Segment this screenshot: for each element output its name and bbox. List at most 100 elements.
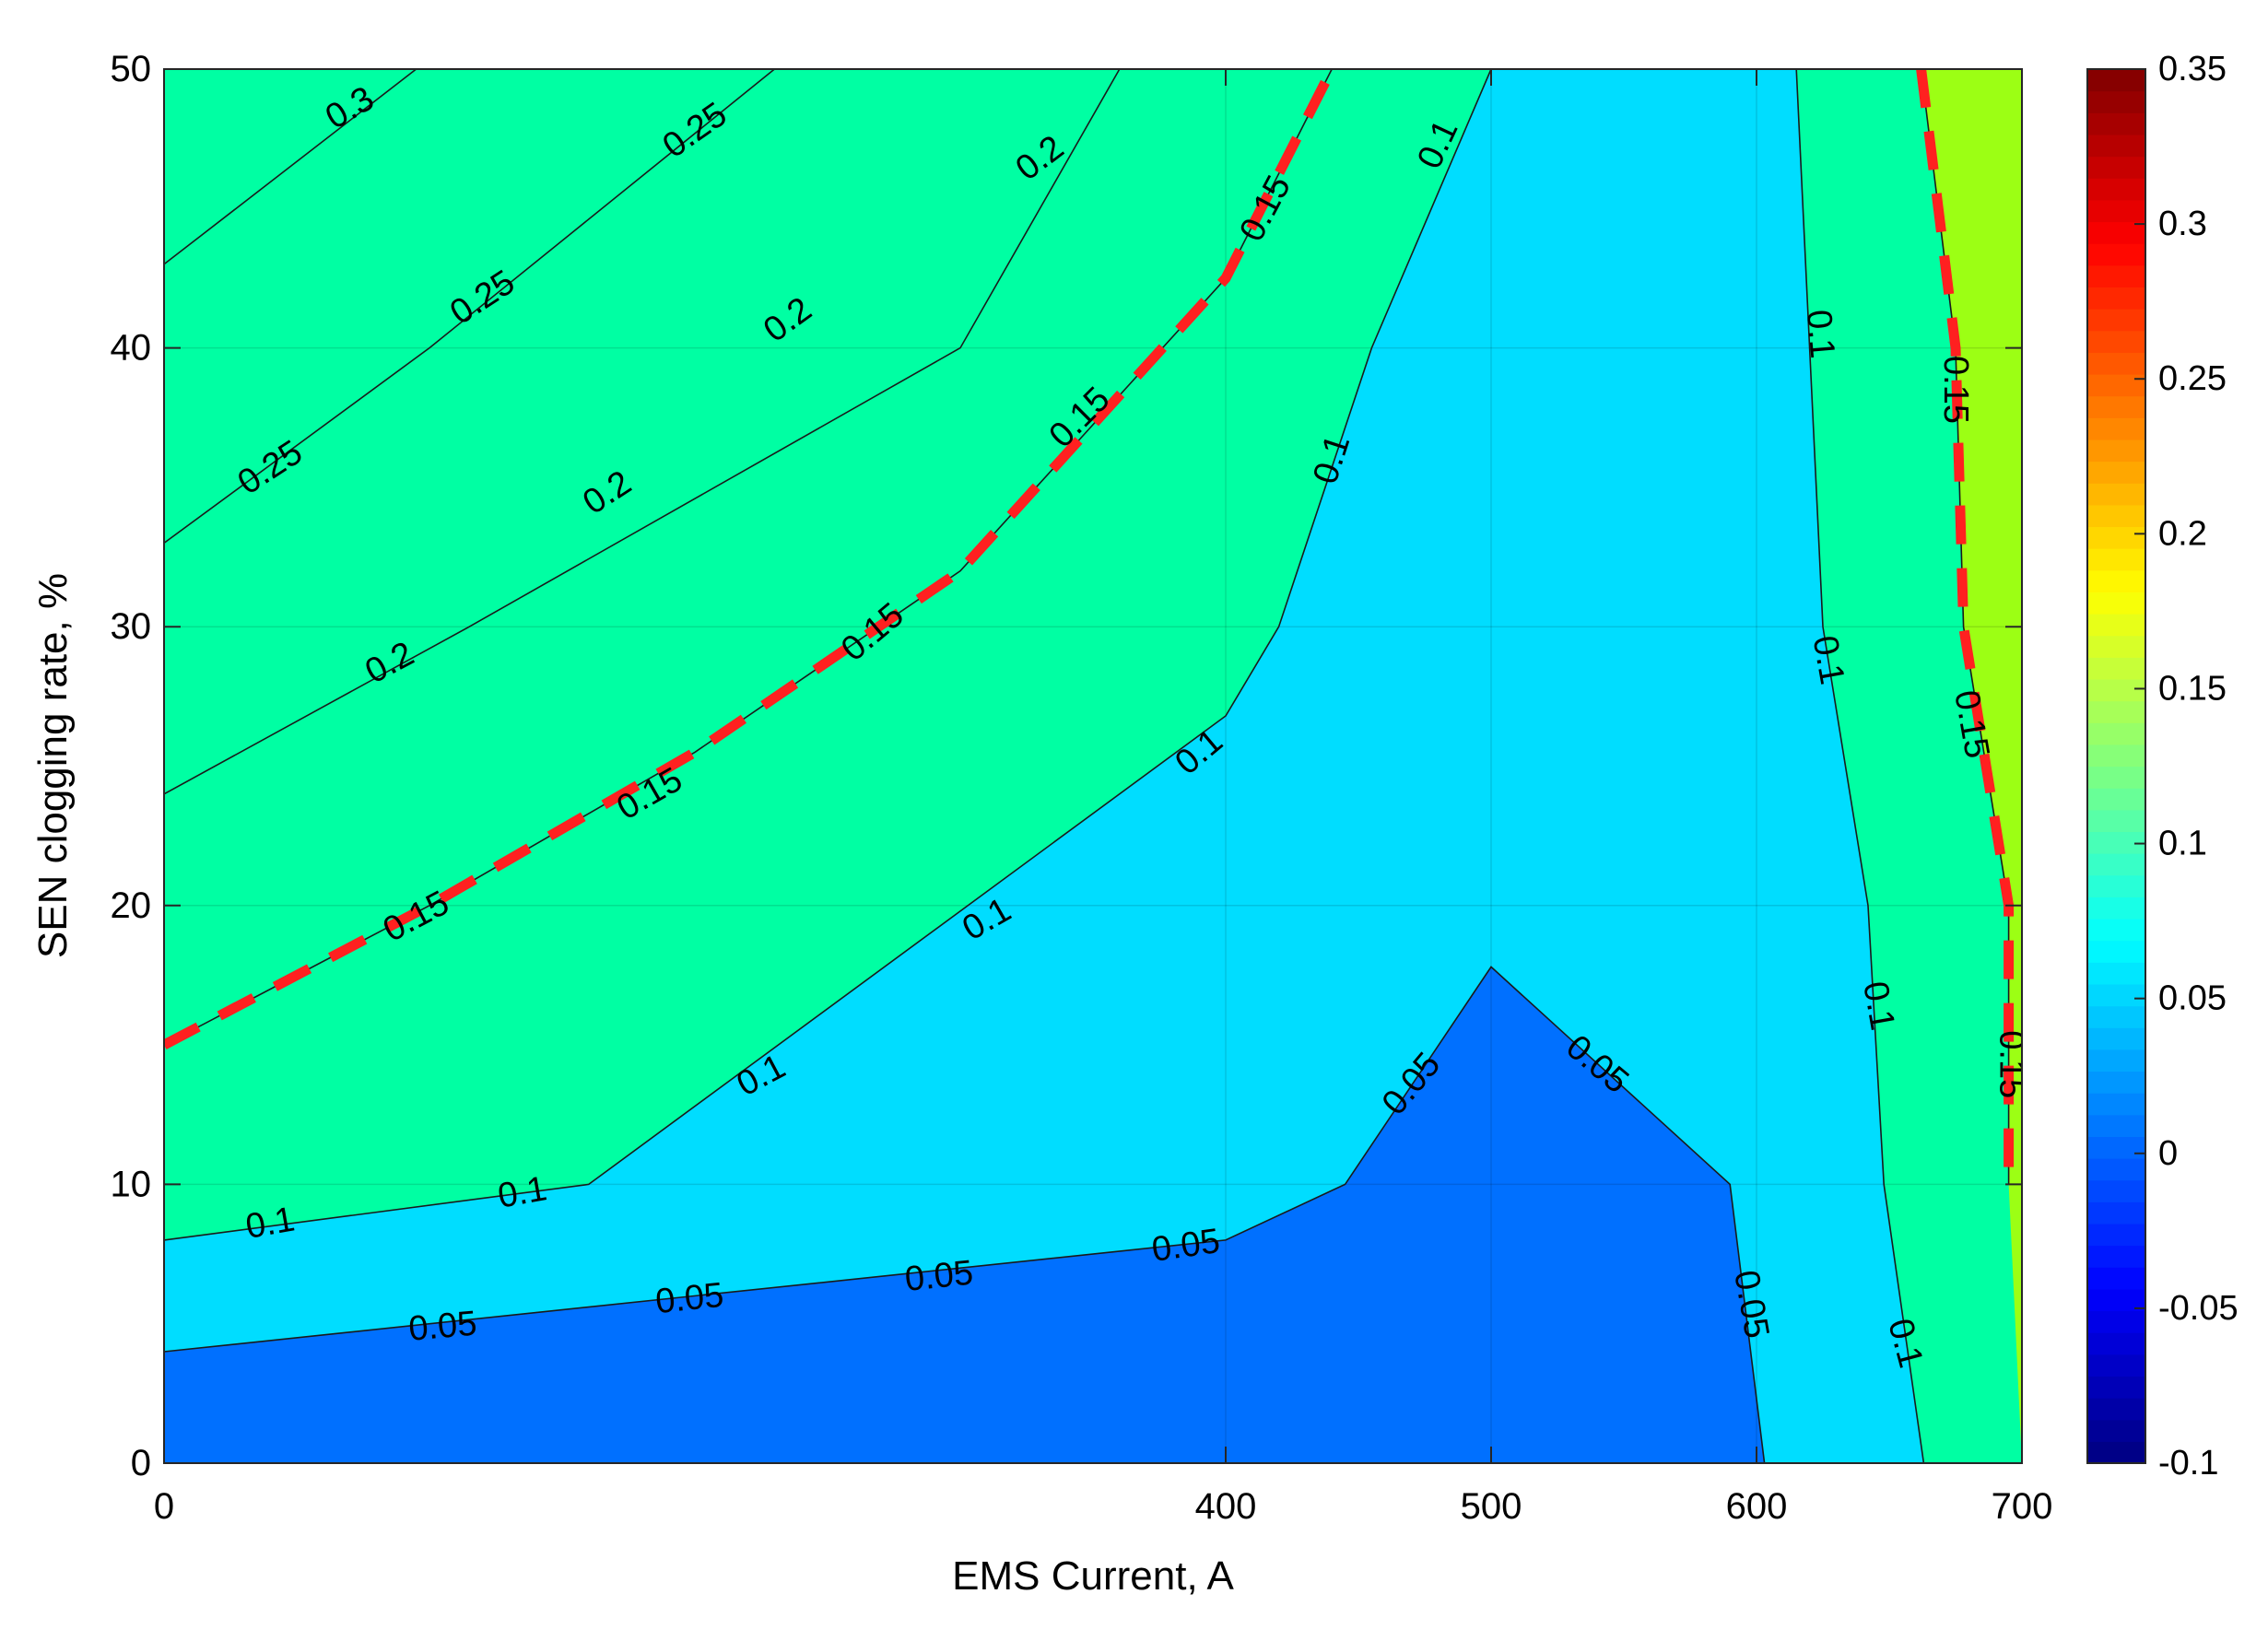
colorbar-segment <box>2087 678 2145 702</box>
colorbar-segment <box>2087 592 2145 615</box>
plot-frame <box>163 68 2023 1464</box>
colorbar-tick-label: 0.35 <box>2158 50 2227 88</box>
contour-line-0.2 <box>164 69 1121 795</box>
plot-area: 0.3 0.250.250.250.20.20.20.20.150.150.150… <box>164 69 2031 1463</box>
contour-label: 0.05 <box>1149 1222 1222 1270</box>
x-tick-label: 400 <box>1195 1486 1257 1527</box>
colorbar-segment <box>2087 569 2145 592</box>
colorbar-segment <box>2087 1071 2145 1094</box>
grid-lines <box>164 69 2022 1463</box>
colorbar-segment <box>2087 483 2145 506</box>
contour-label: 0.05 <box>903 1254 975 1300</box>
colorbar-segment <box>2087 1201 2145 1225</box>
colorbar-segment <box>2087 417 2145 440</box>
colorbar-segment <box>2087 352 2145 375</box>
y-tick-label: 30 <box>111 606 152 647</box>
colorbar-tick-label: 0.05 <box>2158 979 2227 1018</box>
y-axis: 0 10 20 30 40 50 <box>111 49 2022 1483</box>
colorbar-segment <box>2087 700 2145 723</box>
contour-label: 0.1 <box>1855 979 1902 1033</box>
colorbar-segment <box>2087 1419 2145 1442</box>
contour-line-0.1 <box>164 69 1492 1241</box>
contour-label: 0.05 <box>407 1305 478 1349</box>
colorbar-segment <box>2087 1398 2145 1421</box>
colorbar-tick-label: 0.1 <box>2158 825 2207 863</box>
highlight-dashed-line-0.15 <box>164 69 1337 1049</box>
contour-line-0.3 <box>164 69 417 265</box>
contour-label: 0.15 <box>1936 356 1975 424</box>
colorbar-segment <box>2087 1267 2145 1290</box>
band-0.15-0.2-right <box>1921 69 2022 1463</box>
colorbar-segment <box>2087 962 2145 985</box>
colorbar-segment <box>2087 722 2145 745</box>
colorbar-segment <box>2087 90 2145 113</box>
y-tick-label: 40 <box>111 328 152 369</box>
colorbar-segment <box>2087 461 2145 484</box>
colorbar-segment <box>2087 526 2145 549</box>
contour-line-0.1 <box>1795 69 1925 1463</box>
colorbar-segment <box>2087 983 2145 1007</box>
colorbar-segment <box>2087 134 2145 158</box>
colorbar-segment <box>2087 221 2145 244</box>
colorbar-segment <box>2087 548 2145 571</box>
y-tick-label: 50 <box>111 49 152 89</box>
colorbar-segment <box>2087 1136 2145 1159</box>
band-0.1-0.15-right <box>164 69 1491 1463</box>
colorbar-segment <box>2087 788 2145 811</box>
colorbar-segment <box>2087 1310 2145 1333</box>
contour-lines <box>164 69 2015 1463</box>
contour-label: 0.1 <box>243 1200 298 1247</box>
colorbar-segment <box>2087 178 2145 201</box>
colorbar-segment <box>2087 831 2145 854</box>
x-tick-label: 500 <box>1461 1486 1522 1527</box>
colorbar-segment <box>2087 1158 2145 1181</box>
colorbar-segment <box>2087 504 2145 528</box>
colorbar: 0.35 0.3 0.25 0.2 0.15 0.1 0.05 0 -0.05 -0.1 <box>2086 50 2239 1483</box>
colorbar-segment <box>2087 1093 2145 1116</box>
y-tick-label: 10 <box>111 1164 152 1204</box>
contour-line-0.05 <box>164 966 1766 1463</box>
colorbar-scale <box>2087 69 2145 1464</box>
contour-label: 0.15 <box>1992 1030 2031 1098</box>
contour-line-0.15 <box>1920 69 2010 1185</box>
colorbar-segment <box>2087 766 2145 789</box>
colorbar-segment <box>2087 853 2145 876</box>
colorbar-segment <box>2087 1376 2145 1399</box>
colorbar-segment <box>2087 1223 2145 1247</box>
colorbar-segment <box>2087 744 2145 768</box>
colorbar-segment <box>2087 1332 2145 1355</box>
colorbar-tick-label: 0.25 <box>2158 359 2227 398</box>
colorbar-segment <box>2087 309 2145 332</box>
colorbar-segment <box>2087 635 2145 658</box>
colorbar-tick-label: 0.15 <box>2158 669 2227 708</box>
colorbar-segment <box>2087 69 2145 92</box>
y-axis-title: SEN clogging rate, % <box>30 573 76 958</box>
colorbar-segment <box>2087 1114 2145 1137</box>
contour-label: 0.1 <box>1799 308 1841 359</box>
colorbar-frame <box>2086 68 2146 1464</box>
colorbar-segment <box>2087 1179 2145 1202</box>
colorbar-segment <box>2087 330 2145 353</box>
colorbar-ticks: 0.35 0.3 0.25 0.2 0.15 0.1 0.05 0 -0.05 -0.1 <box>2134 50 2239 1483</box>
x-tick-label: 700 <box>1992 1486 2053 1527</box>
colorbar-tick-label: 0 <box>2158 1134 2178 1173</box>
contour-label: 0.1 <box>1805 633 1852 687</box>
colorbar-tick-label: -0.1 <box>2158 1444 2218 1483</box>
y-tick-label: 20 <box>111 885 152 926</box>
colorbar-segment <box>2087 1005 2145 1028</box>
colorbar-segment <box>2087 373 2145 397</box>
colorbar-segment <box>2087 809 2145 833</box>
colorbar-segment <box>2087 657 2145 680</box>
colorbar-segment <box>2087 395 2145 418</box>
contour-label: 0.1 <box>495 1169 549 1216</box>
contour-line-0.25 <box>164 69 775 545</box>
colorbar-segment <box>2087 614 2145 637</box>
colorbar-segment <box>2087 1049 2145 1072</box>
colorbar-segment <box>2087 1027 2145 1050</box>
colorbar-segment <box>2087 199 2145 223</box>
colorbar-tick-label: -0.05 <box>2158 1289 2239 1328</box>
x-axis-title: EMS Current, A <box>952 1553 1234 1599</box>
x-tick-label: 0 <box>154 1486 174 1527</box>
colorbar-segment <box>2087 918 2145 942</box>
